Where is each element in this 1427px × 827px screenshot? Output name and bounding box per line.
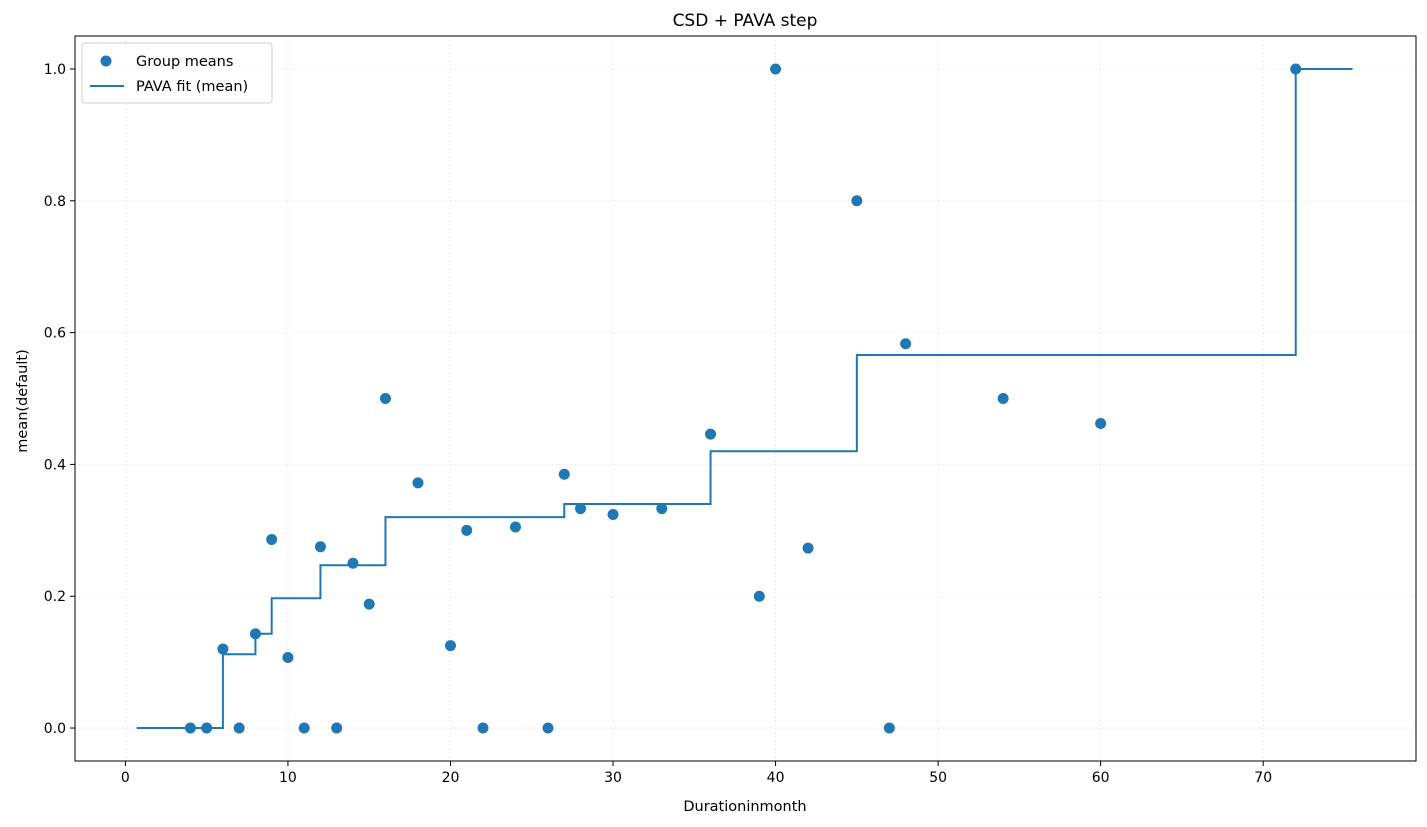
x-tick-label: 50 bbox=[929, 770, 947, 786]
group-mean-point bbox=[753, 590, 765, 602]
group-mean-point bbox=[217, 643, 229, 655]
legend-label-pava-fit: PAVA fit (mean) bbox=[136, 79, 248, 95]
pava-step-line bbox=[136, 67, 1353, 730]
group-mean-point bbox=[1290, 63, 1302, 75]
legend-marker-group-means bbox=[100, 55, 112, 67]
group-mean-point bbox=[509, 521, 521, 533]
group-mean-point bbox=[705, 428, 717, 440]
group-mean-point bbox=[997, 393, 1009, 404]
y-tick-label: 0.0 bbox=[44, 721, 66, 737]
group-mean-point bbox=[802, 542, 814, 554]
legend-label-group-means: Group means bbox=[136, 54, 233, 70]
group-mean-point bbox=[331, 722, 343, 734]
x-tick-label: 70 bbox=[1254, 770, 1272, 786]
group-mean-point bbox=[656, 503, 668, 515]
x-tick-label: 40 bbox=[767, 770, 785, 786]
y-tick-label: 0.2 bbox=[44, 589, 66, 605]
group-mean-point bbox=[347, 557, 359, 569]
legend-frame bbox=[81, 42, 273, 104]
group-means-points bbox=[184, 63, 1302, 734]
group-mean-point bbox=[379, 393, 391, 404]
group-mean-point bbox=[233, 722, 245, 734]
x-tick-label: 0 bbox=[121, 770, 130, 786]
group-mean-point bbox=[444, 640, 456, 652]
plot-frame bbox=[74, 35, 1417, 762]
group-mean-point bbox=[851, 195, 863, 207]
group-mean-point bbox=[883, 722, 895, 734]
y-tick-label: 0.6 bbox=[44, 326, 66, 342]
group-mean-point bbox=[314, 541, 326, 553]
y-axis-ticks: 0.0 0.2 0.4 0.6 0.8 1.0 bbox=[44, 62, 75, 737]
group-mean-point bbox=[282, 652, 294, 664]
group-mean-point bbox=[1095, 418, 1107, 430]
y-tick-label: 0.4 bbox=[44, 457, 66, 473]
group-mean-point bbox=[201, 722, 213, 734]
group-mean-point bbox=[477, 722, 489, 734]
grid-lines bbox=[75, 36, 1416, 761]
group-mean-point bbox=[298, 722, 310, 734]
group-mean-point bbox=[363, 598, 375, 610]
x-tick-label: 20 bbox=[442, 770, 460, 786]
y-tick-label: 0.8 bbox=[44, 194, 66, 210]
group-mean-point bbox=[184, 722, 196, 734]
group-mean-point bbox=[412, 477, 424, 489]
group-mean-point bbox=[266, 534, 278, 546]
group-mean-point bbox=[770, 63, 782, 75]
legend: Group means PAVA fit (mean) bbox=[81, 42, 273, 104]
chart-title: CSD + PAVA step bbox=[673, 11, 818, 31]
x-tick-label: 30 bbox=[604, 770, 622, 786]
x-axis-ticks: 0 10 20 30 40 50 60 70 bbox=[121, 761, 1272, 786]
group-mean-point bbox=[575, 503, 587, 515]
x-axis-label: Durationinmonth bbox=[683, 799, 806, 815]
group-mean-point bbox=[542, 722, 554, 734]
group-mean-point bbox=[461, 524, 473, 536]
group-mean-point bbox=[607, 509, 619, 520]
x-tick-label: 60 bbox=[1092, 770, 1110, 786]
group-mean-point bbox=[249, 628, 261, 640]
group-mean-point bbox=[900, 338, 912, 350]
x-tick-label: 10 bbox=[279, 770, 297, 786]
group-mean-point bbox=[558, 468, 570, 480]
y-tick-label: 1.0 bbox=[44, 62, 66, 78]
y-axis-label: mean(default) bbox=[15, 349, 31, 452]
pava-fit-line bbox=[136, 67, 1353, 730]
